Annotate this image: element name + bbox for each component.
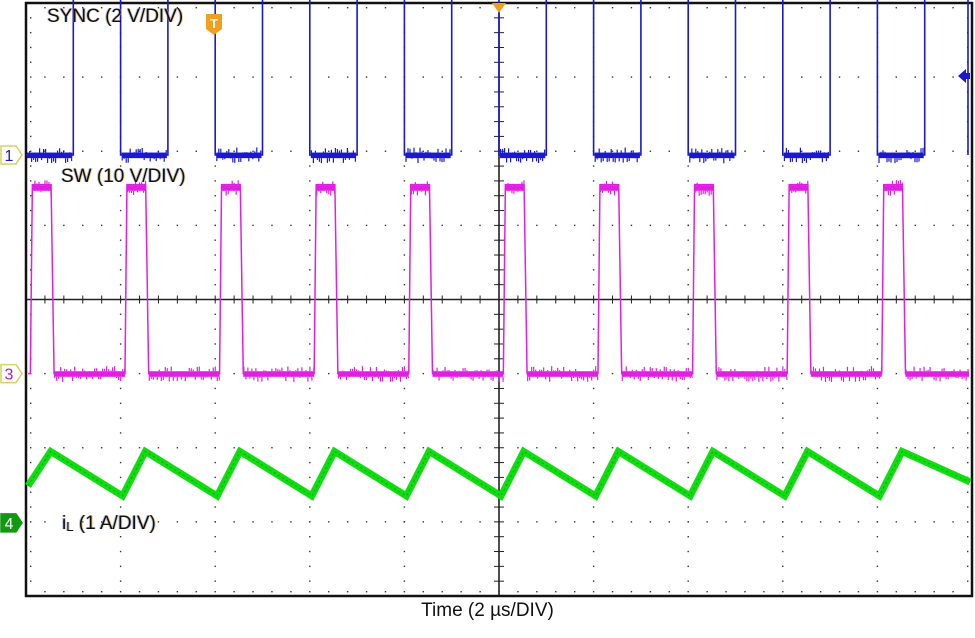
il-label: iL (1 A/DIV) bbox=[62, 513, 156, 535]
channel-4-marker: 4 bbox=[0, 513, 23, 533]
svg-text:4: 4 bbox=[5, 516, 14, 533]
il-label-main: i bbox=[62, 513, 67, 534]
svg-text:T: T bbox=[210, 16, 218, 31]
sync-trace bbox=[26, 0, 969, 164]
svg-text:1: 1 bbox=[5, 148, 14, 165]
trigger-position-marker bbox=[492, 3, 506, 13]
x-axis-label: Time (2 µs/DIV) bbox=[421, 600, 554, 621]
il-label-scale: (1 A/DIV) bbox=[73, 513, 156, 534]
channel-3-marker: 3 bbox=[0, 363, 23, 384]
sw-trace bbox=[28, 180, 969, 383]
channel-1-marker: 1 bbox=[0, 145, 23, 165]
trigger-level-arrow-icon bbox=[958, 69, 970, 83]
trigger-t-marker: T bbox=[206, 14, 222, 35]
sync-label: SYNC (2 V/DIV) bbox=[47, 6, 184, 27]
svg-text:3: 3 bbox=[5, 367, 14, 384]
il-label-sub: L bbox=[66, 519, 74, 534]
sw-label: SW (10 V/DIV) bbox=[61, 166, 186, 187]
il-trace bbox=[25, 446, 972, 501]
channel-markers: 1 3 4 T bbox=[0, 3, 970, 533]
waveform-traces bbox=[25, 0, 972, 501]
